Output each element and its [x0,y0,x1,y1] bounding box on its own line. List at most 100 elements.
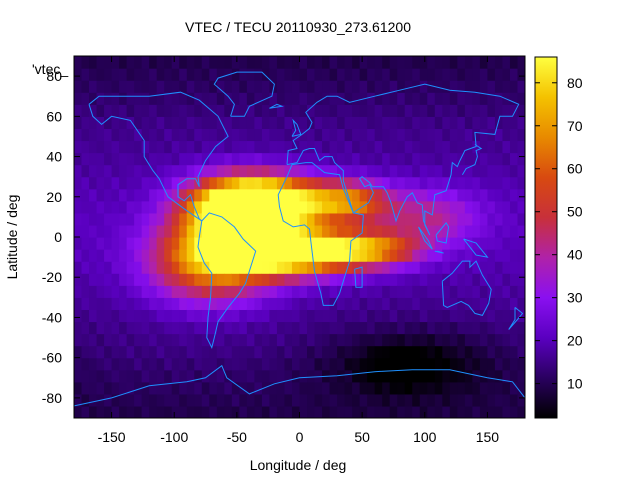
heatmap-cell [74,273,83,286]
heatmap-cell [464,345,473,359]
heatmap-cell [322,200,331,214]
heatmap-cell [457,345,466,359]
heatmap-cell [352,152,361,166]
heatmap-cell [367,237,376,250]
heatmap-cell [509,309,519,323]
heatmap-cell [479,212,489,226]
heatmap-cell [487,309,496,323]
heatmap-cell [509,80,519,93]
heatmap-cell [134,176,143,190]
heatmap-cell [284,128,293,142]
heatmap-cell [216,333,225,347]
heatmap-cell [344,237,353,250]
heatmap-cell [374,116,383,129]
heatmap-cell [329,273,338,286]
heatmap-cell [156,80,165,93]
heatmap-cell [389,369,398,383]
heatmap-cell [81,273,90,286]
heatmap-cell [419,80,428,93]
heatmap-cell [81,237,90,250]
heatmap-cell [149,116,158,129]
heatmap-cell [216,128,225,142]
heatmap-cell [374,273,383,286]
colorbar [534,56,558,419]
heatmap-cell [464,333,473,347]
heatmap-cell [119,176,128,190]
heatmap-cell [179,345,188,359]
heatmap-cell [149,261,158,274]
colorbar-tick-label: 10 [567,376,583,392]
heatmap-cell [239,261,248,274]
heatmap-cell [502,345,511,359]
heatmap-cell [74,321,83,335]
heatmap-cell [156,249,165,262]
heatmap-cell [502,212,511,226]
heatmap-cell [412,249,421,262]
colorbar-tick-label: 70 [567,118,583,134]
heatmap-cell [419,237,428,250]
heatmap-cell [216,164,225,178]
heatmap-cell [412,68,421,81]
heatmap-cell [74,297,83,310]
heatmap-cell [291,285,301,298]
heatmap-cell [494,333,504,347]
heatmap-cell [352,128,361,142]
heatmap-cell [487,333,496,347]
heatmap-cell [479,321,489,335]
heatmap-cell [164,56,173,69]
heatmap-cell [119,152,128,166]
heatmap-cell [442,393,451,407]
heatmap-cell [284,140,293,154]
heatmap-cell [457,128,466,142]
heatmap-cell [367,333,376,347]
heatmap-cell [126,164,135,178]
heatmap-cell [487,345,496,359]
heatmap-cell [261,393,271,407]
heatmap-cell [487,164,496,178]
heatmap-cell [74,140,83,154]
heatmap-cell [261,140,271,154]
heatmap-cell [449,333,458,347]
heatmap-cell [307,297,316,310]
heatmap-cell [224,333,233,347]
heatmap-cell [472,357,481,371]
heatmap-cell [104,393,113,407]
heatmap-cell [479,297,489,310]
heatmap-cell [457,212,466,226]
heatmap-cell [164,68,173,81]
heatmap-cell [502,104,511,117]
heatmap-cell [224,393,233,407]
heatmap-cell [344,116,353,129]
heatmap-cell [367,345,376,359]
heatmap-cell [89,188,98,202]
heatmap-cell [494,357,504,371]
heatmap-cell [322,309,331,323]
heatmap-cell [502,321,511,335]
heatmap-cell [352,357,361,371]
heatmap-cell [322,249,331,262]
heatmap-cell [307,357,316,371]
heatmap-cell [201,68,210,81]
heatmap-cell [337,309,346,323]
heatmap-cell [156,116,165,129]
heatmap-cell [464,80,473,93]
heatmap-cell [449,237,458,250]
heatmap-cell [494,261,504,274]
heatmap-cell [442,128,451,142]
heatmap-cell [397,164,406,178]
heatmap-cell [201,80,210,93]
heatmap-cell [299,345,308,359]
heatmap-cell [246,80,255,93]
heatmap-cell [412,309,421,323]
heatmap-cell [231,80,240,93]
heatmap-cell [194,381,203,395]
heatmap-cell [119,381,128,395]
heatmap-cell [314,200,323,214]
heatmap-cell [322,212,331,226]
heatmap-cell [134,128,143,142]
heatmap-cell [509,152,519,166]
heatmap-cell [412,56,421,69]
heatmap-cell [367,152,376,166]
coastline-path [213,71,275,117]
heatmap-cell [186,68,195,81]
